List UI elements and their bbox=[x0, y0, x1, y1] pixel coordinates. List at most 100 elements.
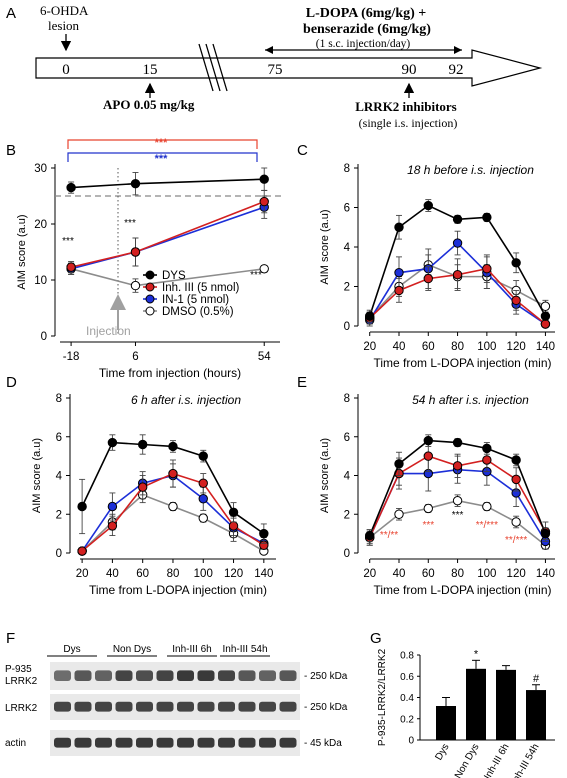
y-tick-label-E-3: 6 bbox=[344, 432, 350, 444]
y-tick-label-B-1: 10 bbox=[34, 275, 47, 287]
y-tick-label-g-3: 0.6 bbox=[400, 672, 414, 683]
blot-band-1-0 bbox=[54, 701, 71, 712]
point-E-dmso-4 bbox=[482, 501, 492, 512]
blot-kda-p935: - 250 kDa bbox=[304, 671, 348, 682]
blot-band-2-9 bbox=[238, 737, 256, 748]
point-E-dys-1 bbox=[394, 459, 404, 469]
y-tick-label-E-0: 0 bbox=[344, 548, 350, 560]
x-tick-label-B-0: -18 bbox=[63, 351, 80, 363]
blot-group-label-1: Non Dys bbox=[113, 644, 151, 655]
bracket-red-stars: *** bbox=[155, 137, 169, 149]
x-tick-label-D-0: 20 bbox=[76, 568, 89, 580]
blot-band-0-0 bbox=[54, 670, 71, 682]
blot-band-2-8 bbox=[218, 737, 235, 748]
point-D-inh3-3 bbox=[168, 468, 178, 479]
x-tick-label-E-1: 40 bbox=[393, 568, 406, 580]
point-E-dmso-3 bbox=[452, 495, 463, 506]
annotation-g-1: # bbox=[533, 673, 540, 685]
ldopa-label-line1: L-DOPA (6mg/kg) + bbox=[306, 6, 427, 21]
point-D-dys-2 bbox=[137, 439, 148, 450]
y-tick-label-C-4: 8 bbox=[344, 163, 350, 175]
blot-band-1-6 bbox=[177, 701, 194, 712]
y-tick-label-D-0: 0 bbox=[56, 548, 62, 560]
y-tick-label-C-0: 0 bbox=[344, 321, 350, 333]
point-E-dys-6 bbox=[540, 528, 551, 539]
blot-strip-1 bbox=[50, 694, 300, 720]
lrrk2-label-line2: (single i.s. injection) bbox=[359, 116, 458, 130]
y-tick-label-C-2: 4 bbox=[344, 242, 351, 254]
blot-band-0-1 bbox=[74, 670, 92, 682]
point-D-dys-0 bbox=[77, 501, 87, 512]
panel-letter-b: B bbox=[6, 142, 16, 159]
bar-2 bbox=[496, 669, 516, 740]
point-E-dmso-2 bbox=[423, 503, 433, 514]
blot-band-2-10 bbox=[259, 737, 276, 748]
timeline-tick-0: 0 bbox=[62, 62, 70, 78]
ldopa-range-right-head bbox=[454, 46, 462, 54]
y-axis-label-D: AIM score (a.u) bbox=[31, 438, 43, 513]
point-E-dys-3 bbox=[452, 437, 463, 448]
point-C-inh3-4 bbox=[482, 264, 492, 274]
x-tick-label-C-3: 80 bbox=[451, 341, 464, 353]
blot-band-1-9 bbox=[238, 701, 256, 712]
x-tick-label-D-3: 80 bbox=[167, 568, 180, 580]
lesion-label-line2: lesion bbox=[48, 18, 80, 33]
x-axis-label-E: Time from L-DOPA injection (min) bbox=[373, 583, 551, 597]
panel-letter-d: D bbox=[6, 374, 17, 391]
legend-label-inh3: Inh. III (5 nmol) bbox=[162, 282, 240, 294]
blot-band-1-5 bbox=[156, 701, 174, 712]
point-D-inh3-1 bbox=[107, 521, 118, 531]
blot-row-label-lrrk2: LRRK2 bbox=[5, 703, 38, 714]
y-tick-label-E-2: 4 bbox=[344, 471, 351, 483]
blot-band-0-6 bbox=[177, 670, 194, 682]
y-tick-label-E-1: 2 bbox=[344, 509, 350, 521]
blot-band-0-4 bbox=[136, 670, 153, 682]
x-tick-label-E-2: 60 bbox=[422, 568, 435, 580]
point-E-dys-2 bbox=[423, 435, 433, 446]
x-tick-label-E-3: 80 bbox=[451, 568, 464, 580]
legend-label-dmso: DMSO (0.5%) bbox=[162, 306, 234, 318]
annotation-g-0: * bbox=[474, 648, 479, 660]
blot-band-1-10 bbox=[259, 701, 276, 712]
y-axis-label-B: AIM score (a.u) bbox=[16, 214, 28, 289]
apo-label: APO 0.05 mg/kg bbox=[103, 97, 195, 112]
point-C-inh3-6 bbox=[540, 319, 551, 329]
injection-label: Injection bbox=[86, 324, 131, 338]
legend-label-in1: IN-1 (5 nmol) bbox=[162, 294, 229, 306]
blot-group-label-2: Inh-III 6h bbox=[172, 644, 211, 655]
point-D-dys-5 bbox=[228, 507, 239, 518]
timeline-tick-75: 75 bbox=[268, 62, 283, 78]
panel-letter-c: C bbox=[297, 142, 308, 159]
y-tick-label-B-3: 30 bbox=[34, 163, 47, 175]
point-E-dys-5 bbox=[511, 455, 521, 465]
bracket-blue bbox=[67, 152, 258, 162]
timeline-tick-90: 90 bbox=[402, 62, 417, 78]
x-axis-label-B: Time from injection (hours) bbox=[99, 366, 241, 380]
panel-f-western-blot: F P-935 LRRK2 LRRK2 actin - 250 kDa - 25… bbox=[5, 630, 348, 756]
blot-band-1-8 bbox=[218, 701, 235, 712]
blot-row-label-actin: actin bbox=[5, 738, 26, 749]
chart-title-E: 54 h after i.s. injection bbox=[412, 393, 529, 407]
blot-band-0-7 bbox=[197, 670, 215, 682]
point-C-dys-1 bbox=[394, 222, 404, 232]
y-tick-label-C-1: 2 bbox=[344, 282, 350, 294]
point-C-dmso-6 bbox=[540, 301, 551, 311]
point-D-inh3-4 bbox=[198, 478, 208, 488]
point-E-dys-0 bbox=[365, 530, 375, 541]
point-C-inh3-1 bbox=[394, 285, 404, 296]
point-D-in1-4 bbox=[198, 494, 208, 504]
blot-band-0-2 bbox=[95, 670, 112, 682]
x-tick-label-D-2: 60 bbox=[136, 568, 149, 580]
x-tick-label-C-1: 40 bbox=[393, 341, 406, 353]
timeline-break-1 bbox=[198, 43, 214, 92]
point-D-dys-1 bbox=[107, 437, 118, 448]
x-tick-label-E-4: 100 bbox=[477, 568, 496, 580]
panel-a-timeline: A 6-OHDA lesion L-DOPA (6mg/kg) + benser… bbox=[6, 3, 543, 130]
blot-band-2-11 bbox=[279, 737, 297, 748]
y-axis-label-g: P-935-LRRK2/LRRK2 bbox=[377, 648, 388, 746]
point-D-dmso-4 bbox=[198, 513, 208, 523]
blot-band-1-1 bbox=[74, 701, 92, 712]
point-E-inh3-5 bbox=[511, 474, 521, 485]
point-C-dys-5 bbox=[511, 258, 521, 268]
